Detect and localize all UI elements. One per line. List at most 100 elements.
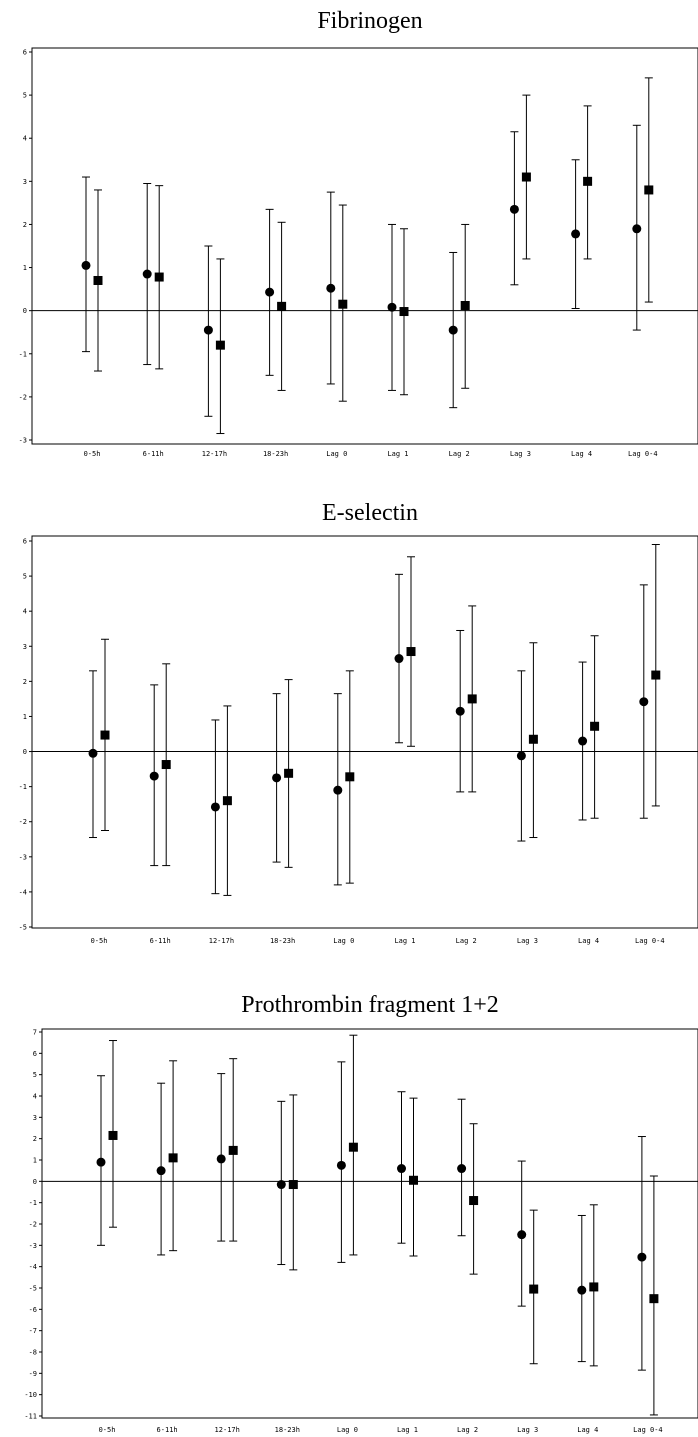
x-tick-label: 18-23h: [270, 937, 295, 945]
y-tick-label: -1: [19, 783, 27, 791]
data-point-circle: [509, 204, 519, 214]
x-tick-label: 12-17h: [215, 1426, 240, 1434]
data-point-square: [100, 730, 110, 740]
y-tick-label: -10: [24, 1391, 37, 1399]
data-point-square: [583, 176, 593, 186]
data-point-circle: [142, 269, 152, 279]
y-tick-label: 3: [33, 1114, 37, 1122]
x-tick-label: Lag 2: [457, 1426, 478, 1434]
data-point-square: [154, 272, 164, 282]
y-tick-label: -3: [19, 853, 27, 861]
data-point-circle: [397, 1164, 406, 1174]
y-tick-label: 4: [23, 135, 27, 143]
panel-prothrombin: Prothrombin fragment 1+2 -11-10-9-8-7-6-…: [24, 992, 698, 1434]
x-tick-label: Lag 1: [397, 1426, 418, 1434]
data-point-circle: [265, 287, 275, 297]
y-tick-label: -9: [29, 1370, 37, 1378]
x-tick-label: Lag 4: [578, 937, 599, 945]
y-tick-label: -3: [19, 437, 27, 445]
data-point-circle: [571, 229, 581, 239]
data-point-square: [644, 185, 654, 195]
x-axis: 0-5h 6-11h 12-17h 18-23h Lag 0 Lag 1 Lag 2 Lag …: [99, 1426, 663, 1434]
data-point-circle: [637, 1252, 647, 1262]
y-tick-label: 6: [23, 49, 27, 57]
y-tick-label: -1: [19, 350, 27, 358]
data-point-square: [288, 1180, 298, 1190]
data-point-circle: [276, 1180, 286, 1190]
data-point-circle: [216, 1154, 226, 1164]
plot-area: [31, 47, 698, 445]
y-tick-label: 4: [23, 608, 27, 616]
y-tick-label: 2: [23, 678, 27, 686]
x-tick-label: Lag 3: [517, 1426, 538, 1434]
plot-area: [41, 1028, 698, 1419]
y-tick-label: 1: [23, 713, 27, 721]
x-tick-label: Lag 1: [387, 450, 408, 458]
data-point-square: [409, 1175, 418, 1185]
data-point-circle: [156, 1166, 166, 1176]
data-point-square: [108, 1130, 118, 1140]
x-tick-label: Lag 0-4: [635, 937, 665, 945]
data-point-square: [93, 275, 103, 285]
data-point-square: [590, 721, 600, 731]
data-point-square: [460, 300, 470, 310]
y-tick-label: 7: [33, 1029, 37, 1037]
data-point-circle: [203, 325, 213, 335]
chart-title: Prothrombin fragment 1+2: [241, 992, 499, 1018]
data-point-square: [469, 1196, 479, 1206]
x-tick-label: Lag 4: [577, 1426, 598, 1434]
y-tick-label: -7: [29, 1327, 37, 1335]
data-point-square: [528, 734, 538, 744]
y-tick-label: -2: [29, 1221, 37, 1229]
x-axis: 0-5h 6-11h 12-17h 18-23h Lag 0 Lag 1 Lag 2 Lag …: [84, 450, 658, 458]
data-point-circle: [394, 654, 404, 664]
y-tick-label: -8: [29, 1349, 37, 1357]
x-axis: 0-5h 6-11h 12-17h 18-23h Lag 0 Lag 1 Lag 2 Lag …: [91, 937, 665, 945]
data-point-circle: [210, 802, 220, 812]
data-point-circle: [517, 1230, 527, 1240]
x-tick-label: 18-23h: [275, 1426, 300, 1434]
data-marks: [96, 1034, 659, 1416]
data-point-square: [277, 301, 287, 311]
plot-area: [31, 535, 698, 929]
y-axis: -5 -4 -3 -2 -1 0 1 2 3 4 5 6: [19, 538, 698, 932]
data-point-square: [649, 1294, 659, 1304]
x-tick-label: 6-11h: [157, 1426, 178, 1434]
y-tick-label: -4: [19, 888, 27, 896]
chart-title: Fibrinogen: [317, 8, 422, 34]
y-tick-label: -5: [19, 924, 27, 932]
data-point-circle: [96, 1157, 106, 1167]
data-point-square: [589, 1282, 599, 1292]
y-tick-label: 5: [33, 1071, 37, 1079]
y-tick-label: 0: [23, 748, 27, 756]
data-point-square: [168, 1153, 178, 1163]
data-point-circle: [149, 771, 159, 781]
data-point-circle: [333, 785, 343, 795]
data-point-square: [161, 760, 171, 770]
data-point-circle: [387, 302, 397, 312]
y-tick-label: -4: [29, 1263, 37, 1271]
x-tick-label: Lag 1: [394, 937, 415, 945]
x-tick-label: Lag 4: [571, 450, 592, 458]
x-tick-label: Lag 3: [517, 937, 538, 945]
x-tick-label: 0-5h: [84, 450, 101, 458]
y-tick-label: 2: [33, 1135, 37, 1143]
data-point-square: [521, 172, 531, 182]
data-point-square: [228, 1145, 238, 1155]
data-point-square: [284, 768, 294, 778]
y-tick-label: 6: [33, 1050, 37, 1058]
data-point-square: [651, 670, 661, 680]
x-tick-label: Lag 0: [326, 450, 347, 458]
x-tick-label: 6-11h: [143, 450, 164, 458]
data-point-circle: [632, 224, 642, 234]
data-point-circle: [88, 748, 98, 758]
data-point-square: [348, 1142, 358, 1152]
data-point-square: [215, 340, 225, 350]
y-tick-label: -1: [29, 1199, 37, 1207]
panel-fibrinogen: Fibrinogen -3 -2 -1 0 1 2 3 4 5 6 0-5h 6-11h 12-17h…: [19, 8, 698, 458]
y-tick-label: 1: [33, 1157, 37, 1165]
y-tick-label: 0: [33, 1178, 37, 1186]
x-tick-label: 6-11h: [150, 937, 171, 945]
x-tick-label: 0-5h: [99, 1426, 116, 1434]
